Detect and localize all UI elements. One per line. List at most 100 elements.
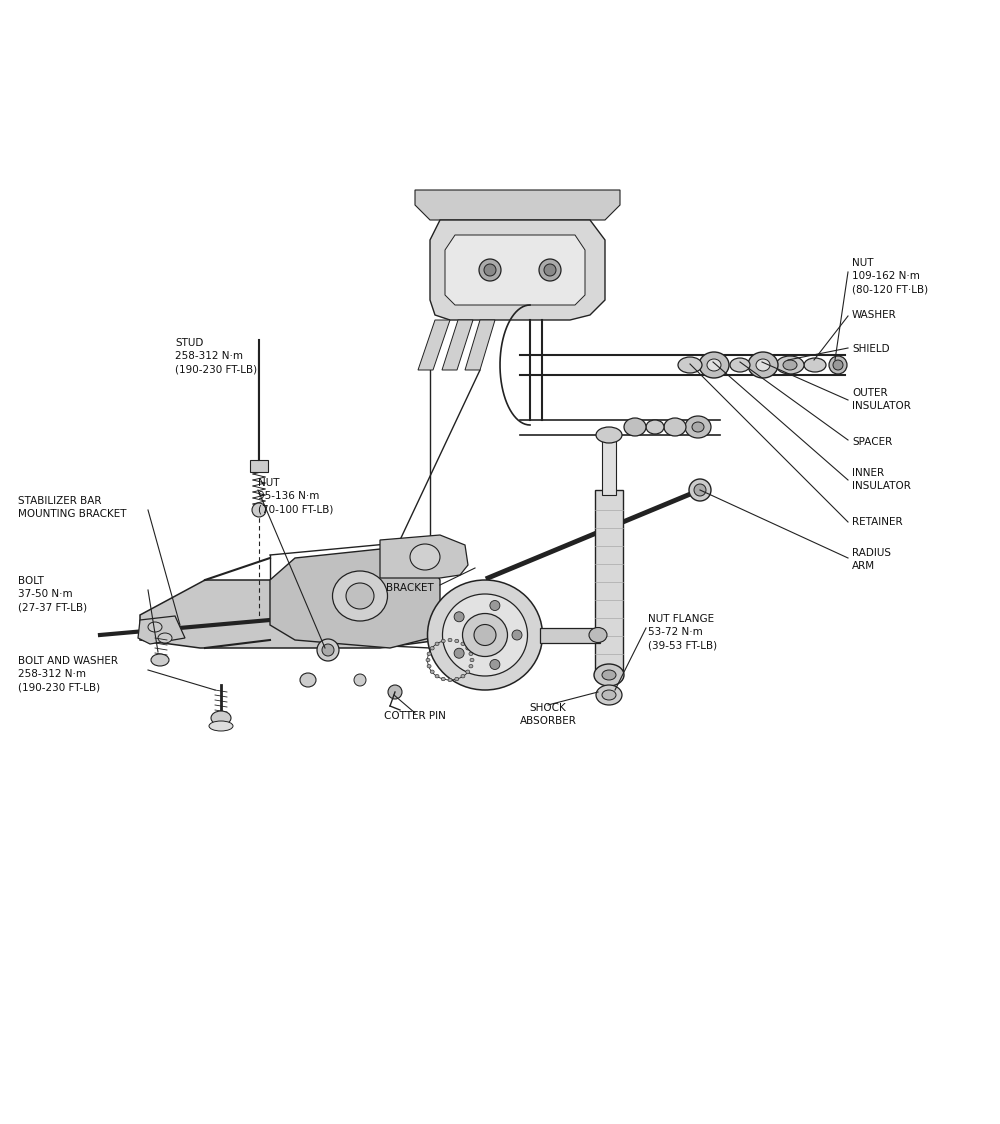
Text: OUTER
INSULATOR: OUTER INSULATOR	[852, 388, 911, 411]
Polygon shape	[140, 580, 450, 649]
Ellipse shape	[442, 593, 528, 676]
Ellipse shape	[685, 416, 711, 438]
Polygon shape	[138, 616, 185, 644]
Ellipse shape	[430, 670, 434, 673]
Ellipse shape	[783, 360, 797, 370]
Ellipse shape	[490, 600, 500, 610]
Ellipse shape	[151, 654, 169, 667]
Ellipse shape	[430, 646, 434, 650]
Ellipse shape	[332, 571, 388, 620]
Ellipse shape	[474, 625, 496, 645]
Bar	[250, 460, 268, 472]
Text: SPACER: SPACER	[852, 437, 892, 447]
Text: RADIUS
ARM: RADIUS ARM	[852, 549, 891, 571]
Ellipse shape	[322, 644, 334, 656]
Ellipse shape	[252, 504, 266, 517]
Ellipse shape	[454, 611, 464, 622]
Text: SHIELD: SHIELD	[852, 344, 890, 354]
Bar	[602, 439, 616, 495]
Ellipse shape	[211, 711, 231, 725]
Text: NUT
95-136 N·m
(70-100 FT-LB): NUT 95-136 N·m (70-100 FT-LB)	[258, 478, 333, 515]
Ellipse shape	[664, 418, 686, 436]
Ellipse shape	[833, 360, 843, 370]
Ellipse shape	[602, 670, 616, 680]
Text: BOLT AND WASHER
258-312 N·m
(190-230 FT-LB): BOLT AND WASHER 258-312 N·m (190-230 FT-…	[18, 656, 118, 692]
Text: STABILIZER BAR
MOUNTING BRACKET: STABILIZER BAR MOUNTING BRACKET	[18, 496, 126, 519]
Ellipse shape	[589, 627, 607, 643]
Ellipse shape	[730, 359, 750, 372]
Ellipse shape	[448, 678, 452, 682]
Ellipse shape	[455, 640, 459, 643]
Polygon shape	[418, 320, 450, 370]
Ellipse shape	[596, 685, 622, 705]
Bar	[595, 490, 623, 670]
Ellipse shape	[594, 664, 624, 686]
Ellipse shape	[354, 674, 366, 686]
Ellipse shape	[435, 642, 439, 645]
Ellipse shape	[484, 264, 496, 277]
Ellipse shape	[427, 652, 431, 655]
Ellipse shape	[428, 580, 542, 690]
Ellipse shape	[410, 544, 440, 570]
Ellipse shape	[707, 359, 721, 371]
Ellipse shape	[699, 352, 729, 378]
Polygon shape	[415, 190, 620, 220]
Text: COTTER PIN: COTTER PIN	[384, 711, 446, 720]
Ellipse shape	[300, 673, 316, 687]
Text: WASHER: WASHER	[852, 310, 897, 320]
Ellipse shape	[427, 664, 431, 668]
Text: NUT
109-162 N·m
(80-120 FT·LB): NUT 109-162 N·m (80-120 FT·LB)	[852, 259, 928, 294]
Ellipse shape	[470, 659, 474, 662]
Ellipse shape	[388, 685, 402, 699]
Ellipse shape	[466, 670, 470, 673]
Ellipse shape	[469, 664, 473, 668]
Text: BRACKET: BRACKET	[386, 583, 434, 593]
Bar	[540, 628, 600, 643]
Polygon shape	[270, 549, 440, 649]
Polygon shape	[380, 535, 468, 578]
Ellipse shape	[596, 427, 622, 443]
Ellipse shape	[678, 357, 702, 373]
Ellipse shape	[466, 646, 470, 650]
Ellipse shape	[148, 622, 162, 632]
Ellipse shape	[544, 264, 556, 277]
Ellipse shape	[454, 649, 464, 659]
Ellipse shape	[689, 479, 711, 501]
Text: STUD
258-312 N·m
(190-230 FT-LB): STUD 258-312 N·m (190-230 FT-LB)	[175, 338, 257, 374]
Ellipse shape	[469, 652, 473, 655]
Ellipse shape	[646, 420, 664, 434]
Ellipse shape	[317, 640, 339, 661]
Ellipse shape	[435, 674, 439, 678]
Ellipse shape	[158, 633, 172, 643]
Polygon shape	[445, 235, 585, 305]
Polygon shape	[465, 320, 495, 370]
Ellipse shape	[748, 352, 778, 378]
Ellipse shape	[479, 259, 501, 281]
Ellipse shape	[455, 678, 459, 681]
Ellipse shape	[209, 720, 233, 731]
Text: RETAINER: RETAINER	[852, 517, 903, 527]
Text: BOLT
37-50 N·m
(27-37 FT-LB): BOLT 37-50 N·m (27-37 FT-LB)	[18, 575, 87, 613]
Ellipse shape	[829, 356, 847, 374]
Polygon shape	[442, 320, 473, 370]
Ellipse shape	[441, 640, 445, 643]
Ellipse shape	[461, 642, 465, 645]
Ellipse shape	[461, 674, 465, 678]
Ellipse shape	[692, 422, 704, 432]
Ellipse shape	[441, 678, 445, 681]
Text: SHOCK
ABSORBER: SHOCK ABSORBER	[520, 702, 576, 726]
Ellipse shape	[426, 659, 430, 662]
Ellipse shape	[804, 359, 826, 372]
Ellipse shape	[539, 259, 561, 281]
Ellipse shape	[756, 359, 770, 371]
Text: INNER
INSULATOR: INNER INSULATOR	[852, 468, 911, 491]
Ellipse shape	[346, 583, 374, 609]
Ellipse shape	[448, 638, 452, 642]
Ellipse shape	[776, 356, 804, 374]
Ellipse shape	[512, 629, 522, 640]
Ellipse shape	[624, 418, 646, 436]
Polygon shape	[430, 220, 605, 320]
Ellipse shape	[694, 484, 706, 496]
Text: NUT FLANGE
53-72 N·m
(39-53 FT-LB): NUT FLANGE 53-72 N·m (39-53 FT-LB)	[648, 614, 717, 651]
Ellipse shape	[462, 614, 508, 656]
